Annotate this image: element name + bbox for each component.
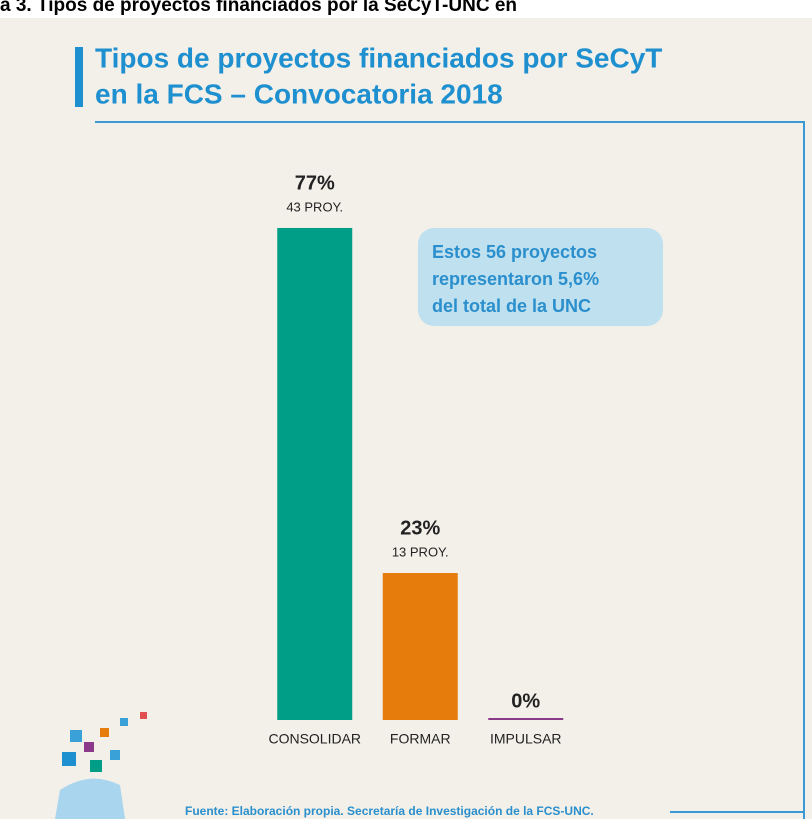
value-label: 77% bbox=[295, 172, 335, 194]
chart-title: Tipos de proyectos financiados por SeCyT bbox=[95, 42, 662, 73]
chart-title: en la FCS – Convocatoria 2018 bbox=[95, 78, 503, 109]
x-tick-label: FORMAR bbox=[390, 731, 451, 747]
title-accent bbox=[75, 47, 83, 107]
bar bbox=[277, 227, 353, 720]
bar bbox=[488, 718, 564, 720]
sub-label: 43 PROY. bbox=[286, 199, 343, 214]
hand-illustration bbox=[55, 712, 147, 819]
caption: a 3. Tipos de proyectos financiados por … bbox=[0, 0, 517, 16]
x-tick-label: CONSOLIDAR bbox=[268, 731, 361, 747]
x-tick-label: IMPULSAR bbox=[490, 731, 562, 747]
source: Fuente: Elaboración propia. Secretaría d… bbox=[185, 804, 594, 818]
value-label: 23% bbox=[400, 517, 440, 539]
sub-label: 13 PROY. bbox=[392, 544, 449, 559]
annotation-box bbox=[418, 228, 663, 326]
annotation: Estos 56 proyectos bbox=[432, 242, 597, 262]
frame bbox=[95, 121, 805, 819]
annotation: representaron 5,6% bbox=[432, 269, 599, 289]
caption-band bbox=[0, 0, 812, 18]
value-label: 0% bbox=[511, 690, 540, 712]
bar bbox=[382, 573, 458, 720]
annotation: del total de la UNC bbox=[432, 296, 591, 316]
